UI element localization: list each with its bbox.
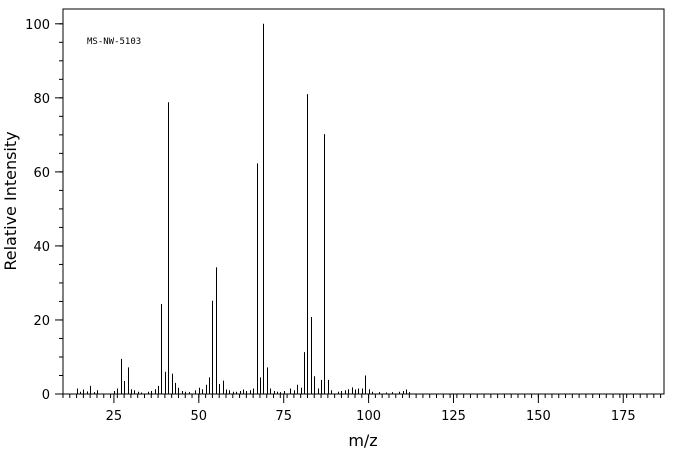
x-tick-label: 50 xyxy=(191,409,208,424)
x-tick-label: 175 xyxy=(611,409,636,424)
y-tick-label: 40 xyxy=(33,240,50,255)
y-axis-ticks: 0 20 40 60 80 100 xyxy=(25,18,63,403)
x-axis-ticks: 25 50 75 100 125 150 175 xyxy=(62,394,662,424)
y-tick-label: 100 xyxy=(25,18,50,33)
y-tick-label: 20 xyxy=(33,314,50,329)
plot-frame xyxy=(62,8,665,395)
y-tick-label: 60 xyxy=(33,166,50,181)
y-tick-label: 80 xyxy=(33,92,50,107)
y-tick-label: 0 xyxy=(42,388,50,403)
x-tick-label: 75 xyxy=(275,409,292,424)
x-axis-title: m/z xyxy=(348,431,377,450)
y-axis-title: Relative Intensity xyxy=(1,131,20,270)
spectrum-peaks xyxy=(77,23,410,394)
spectrum-id-annotation: MS-NW-5103 xyxy=(87,37,141,47)
x-tick-label: 25 xyxy=(106,409,123,424)
x-tick-label: 150 xyxy=(526,409,551,424)
x-tick-label: 125 xyxy=(441,409,466,424)
x-tick-label: 100 xyxy=(356,409,381,424)
